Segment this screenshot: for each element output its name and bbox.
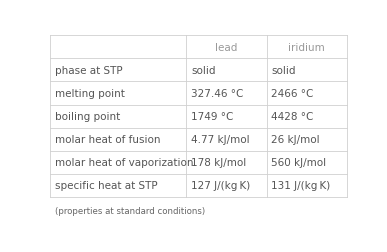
Text: solid: solid [191,66,216,76]
Text: molar heat of vaporization: molar heat of vaporization [55,158,194,168]
Text: 4428 °C: 4428 °C [271,112,313,121]
Text: 2466 °C: 2466 °C [271,89,313,99]
Text: molar heat of fusion: molar heat of fusion [55,135,161,145]
Text: 4.77 kJ/mol: 4.77 kJ/mol [191,135,250,145]
Text: (properties at standard conditions): (properties at standard conditions) [55,206,205,215]
Text: 327.46 °C: 327.46 °C [191,89,243,99]
Text: 1749 °C: 1749 °C [191,112,233,121]
Text: boiling point: boiling point [55,112,120,121]
Text: 127 J/(kg K): 127 J/(kg K) [191,181,250,191]
Text: solid: solid [271,66,296,76]
Text: 560 kJ/mol: 560 kJ/mol [271,158,326,168]
Text: 131 J/(kg K): 131 J/(kg K) [271,181,330,191]
Text: 178 kJ/mol: 178 kJ/mol [191,158,246,168]
Text: melting point: melting point [55,89,125,99]
Text: iridium: iridium [288,43,325,53]
Text: 26 kJ/mol: 26 kJ/mol [271,135,320,145]
Text: lead: lead [215,43,238,53]
Text: specific heat at STP: specific heat at STP [55,181,158,191]
Text: phase at STP: phase at STP [55,66,123,76]
